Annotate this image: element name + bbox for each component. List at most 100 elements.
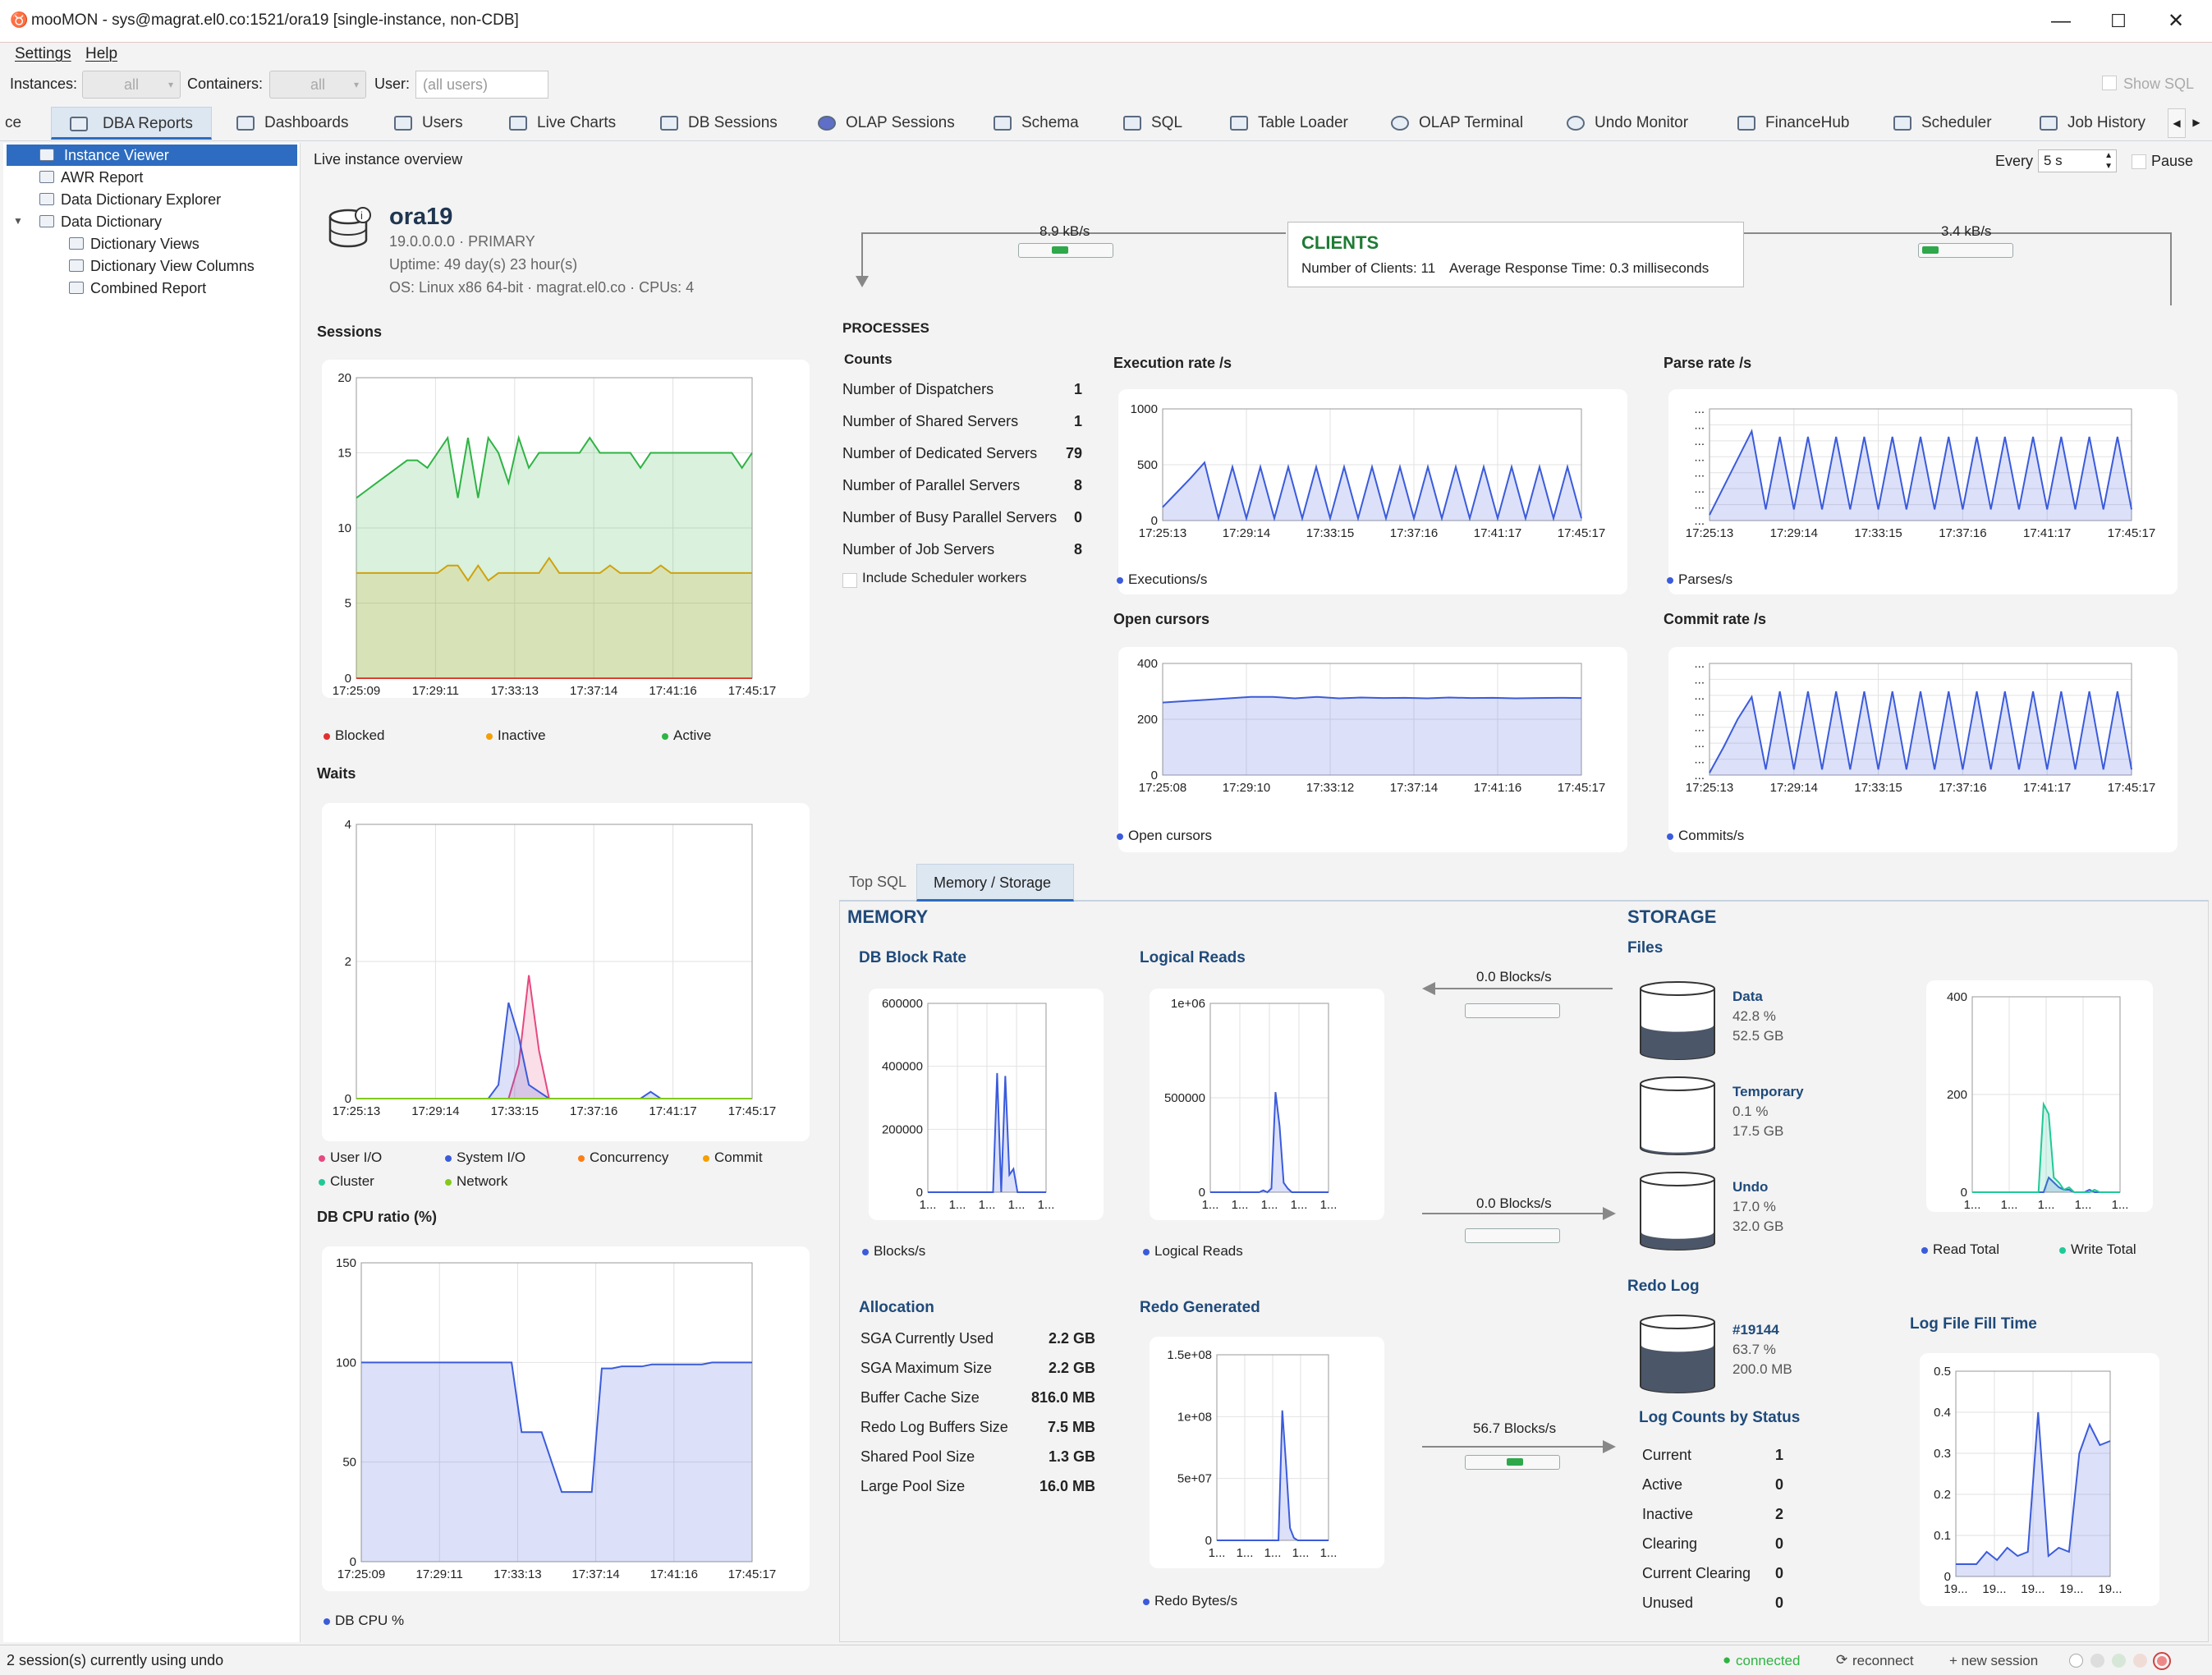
include-scheduler-label: Include Scheduler workers bbox=[862, 570, 1027, 585]
legend-item[interactable]: System I/O bbox=[445, 1150, 525, 1166]
storage-size: 200.0 MB bbox=[1732, 1361, 1792, 1377]
refresh-interval-spinner[interactable]: 5 s ▲ ▼ bbox=[2038, 149, 2117, 172]
tree-item-instance-viewer[interactable]: Instance Viewer bbox=[7, 145, 297, 166]
main-tab-bar: ce DBA Reports Dashboards Users Live Cha… bbox=[0, 105, 2212, 141]
report-icon bbox=[39, 193, 54, 205]
user-label: User: bbox=[374, 76, 411, 92]
x-tick-label: 17:25:08 bbox=[1139, 781, 1186, 795]
legend-item[interactable]: Commits/s bbox=[1667, 828, 1744, 844]
instances-select[interactable]: all ▾ bbox=[82, 71, 181, 99]
tab-top-sql[interactable]: Top SQL bbox=[849, 874, 907, 890]
tree-item-dictionary-view-columns[interactable]: Dictionary View Columns bbox=[66, 255, 255, 277]
reconnect-link[interactable]: reconnect bbox=[1852, 1653, 1914, 1668]
legend-item[interactable]: Logical Reads bbox=[1143, 1243, 1243, 1260]
chart-card-cpu bbox=[322, 1246, 810, 1591]
tab-undo-monitor[interactable]: Undo Monitor bbox=[1560, 107, 1688, 140]
pause-checkbox[interactable] bbox=[2132, 154, 2146, 169]
legend-item[interactable]: Active bbox=[662, 727, 711, 744]
legend-item[interactable]: DB CPU % bbox=[324, 1613, 404, 1629]
history-icon bbox=[2040, 116, 2058, 131]
menu-settings[interactable]: Settings bbox=[15, 45, 71, 62]
x-tick-label: 17:45:17 bbox=[2108, 781, 2155, 795]
database-icon: i bbox=[328, 207, 371, 248]
kv-label: Clearing bbox=[1642, 1535, 1698, 1552]
tree-item-label: AWR Report bbox=[61, 169, 144, 186]
db-block-rate-title: DB Block Rate bbox=[859, 949, 966, 966]
legend-item[interactable]: User I/O bbox=[319, 1150, 382, 1166]
tab-scroll-left-button[interactable]: ◀ bbox=[2168, 108, 2186, 138]
tab-scheduler[interactable]: Scheduler bbox=[1887, 107, 1992, 140]
tab-olap-terminal[interactable]: OLAP Terminal bbox=[1384, 107, 1523, 140]
tab-dashboards[interactable]: Dashboards bbox=[230, 107, 348, 140]
tab-memory-storage[interactable]: Memory / Storage bbox=[916, 864, 1074, 902]
legend-item[interactable]: Redo Bytes/s bbox=[1143, 1593, 1237, 1609]
tree-item-awr-report[interactable]: AWR Report bbox=[36, 167, 143, 188]
tab-table-loader[interactable]: Table Loader bbox=[1223, 107, 1348, 140]
maximize-button[interactable]: ☐ bbox=[2110, 11, 2127, 31]
theme-swatch-white[interactable] bbox=[2069, 1654, 2083, 1668]
new-session-link[interactable]: + new session bbox=[1949, 1653, 2039, 1668]
containers-label: Containers: bbox=[187, 76, 264, 92]
include-scheduler-checkbox[interactable] bbox=[842, 573, 857, 588]
tab-partial[interactable]: ce bbox=[0, 107, 21, 140]
legend-item[interactable]: Executions/s bbox=[1117, 571, 1207, 588]
report-tree: Instance Viewer AWR Report Data Dictiona… bbox=[3, 143, 301, 1642]
legend-item[interactable]: Cluster bbox=[319, 1173, 374, 1190]
clients-count: Number of Clients: 11 bbox=[1301, 260, 1436, 276]
menu-help[interactable]: Help bbox=[85, 45, 118, 62]
user-filter-input[interactable]: (all users) bbox=[415, 71, 548, 99]
legend-item[interactable]: Read Total bbox=[1921, 1241, 1999, 1258]
legend-item[interactable]: Network bbox=[445, 1173, 507, 1190]
legend-item[interactable]: Parses/s bbox=[1667, 571, 1732, 588]
refresh-interval-value: 5 s bbox=[2044, 153, 2063, 168]
chart-parse: 17:25:13 17:29:14 17:33:15 17:37:16 17:41:17… bbox=[1686, 402, 2155, 540]
kv-label: Redo Log Buffers Size bbox=[860, 1419, 1008, 1435]
tab-sql[interactable]: SQL bbox=[1117, 107, 1182, 140]
kv-label: Active bbox=[1642, 1476, 1683, 1493]
legend-item[interactable]: Concurrency bbox=[578, 1150, 668, 1166]
storage-cylinder-icon bbox=[1640, 1172, 1715, 1251]
allocation-title: Allocation bbox=[859, 1299, 934, 1316]
tab-scroll-right-button[interactable]: ▶ bbox=[2192, 117, 2201, 128]
theme-swatch-green[interactable] bbox=[2112, 1654, 2126, 1668]
tree-item-combined-report[interactable]: Combined Report bbox=[66, 278, 206, 299]
theme-swatch-gray[interactable] bbox=[2090, 1654, 2104, 1668]
tab-live-charts[interactable]: Live Charts bbox=[503, 107, 616, 140]
tree-item-dictionary-explorer[interactable]: Data Dictionary Explorer bbox=[36, 189, 221, 210]
flow-bar-fill bbox=[1922, 246, 1939, 254]
tab-dba-reports[interactable]: DBA Reports bbox=[51, 107, 212, 140]
theme-swatch-rose[interactable] bbox=[2133, 1654, 2147, 1668]
show-sql-checkbox[interactable] bbox=[2102, 76, 2117, 90]
tab-olap-sessions[interactable]: OLAP Sessions bbox=[811, 107, 955, 140]
legend-item[interactable]: Blocks/s bbox=[862, 1243, 925, 1260]
legend-item[interactable]: Inactive bbox=[486, 727, 546, 744]
tab-schema[interactable]: Schema bbox=[987, 107, 1079, 140]
commit-rate-title: Commit rate /s bbox=[1664, 611, 1767, 627]
containers-select[interactable]: all ▾ bbox=[269, 71, 366, 99]
tab-db-sessions[interactable]: DB Sessions bbox=[654, 107, 778, 140]
tree-item-dictionary-views[interactable]: Dictionary Views bbox=[66, 233, 200, 255]
tab-job-history[interactable]: Job History bbox=[2033, 107, 2145, 140]
legend-item[interactable]: Commit bbox=[703, 1150, 763, 1166]
svg-text:i: i bbox=[360, 209, 363, 222]
tree-expand-icon[interactable]: ▼ bbox=[13, 215, 23, 227]
legend-label: Blocked bbox=[335, 727, 385, 743]
sessions-title: Sessions bbox=[317, 324, 383, 340]
legend-item[interactable]: Blocked bbox=[324, 727, 384, 744]
theme-swatch-selected[interactable] bbox=[2153, 1652, 2171, 1670]
kv-value: 1.3 GB bbox=[1048, 1448, 1095, 1465]
kv-label: Number of Dispatchers bbox=[842, 381, 994, 397]
flow-rate-3: 56.7 Blocks/s bbox=[1473, 1420, 1557, 1436]
legend-item[interactable]: Write Total bbox=[2059, 1241, 2136, 1258]
x-tick-label: 1... bbox=[1292, 1546, 1310, 1560]
close-button[interactable]: ✕ bbox=[2167, 10, 2185, 32]
tab-financehub[interactable]: FinanceHub bbox=[1731, 107, 1849, 140]
tree-item-data-dictionary[interactable]: Data Dictionary bbox=[36, 211, 162, 232]
legend-item[interactable]: Open cursors bbox=[1117, 828, 1212, 844]
kv-value: 816.0 MB bbox=[1030, 1389, 1095, 1406]
legend-dot-icon bbox=[1143, 1598, 1150, 1605]
minimize-button[interactable]: — bbox=[2051, 10, 2071, 32]
y-tick-label: 1000 bbox=[1131, 402, 1158, 416]
dropdown-arrow-icon: ▾ bbox=[168, 79, 173, 90]
tab-users[interactable]: Users bbox=[388, 107, 463, 140]
